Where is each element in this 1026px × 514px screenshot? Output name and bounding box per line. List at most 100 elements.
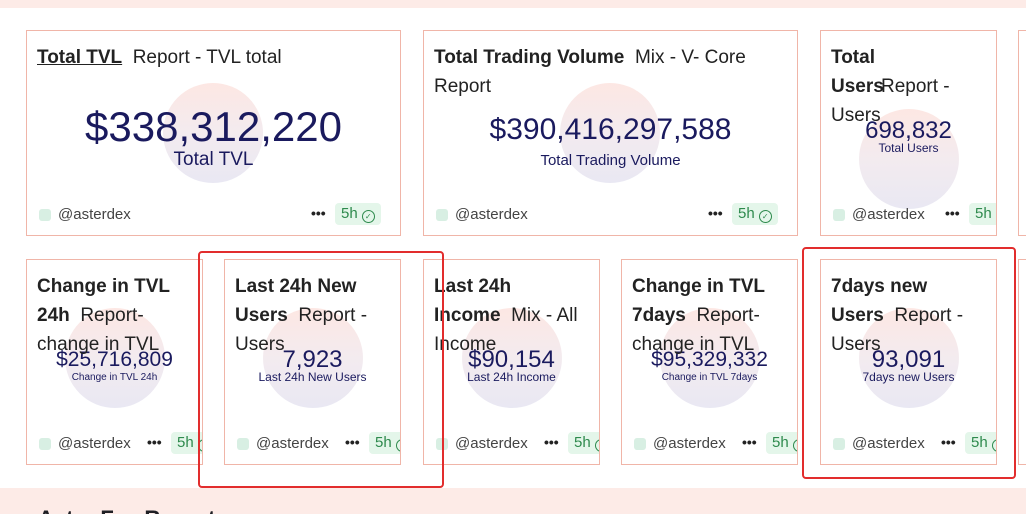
card-circle	[65, 308, 165, 408]
card-last-24h-income[interactable]: Last 24h Income Mix - All Income $90,154…	[423, 259, 600, 465]
creator-avatar	[436, 209, 448, 221]
creator-avatar	[436, 438, 448, 450]
card-footer: @asterdex ••• 5h✓	[634, 432, 797, 456]
card-footer: @asterdex ••• 5h✓	[833, 432, 996, 456]
card-value: $95,329,332	[651, 348, 768, 371]
creator-handle[interactable]: @asterdex	[852, 435, 925, 452]
card-total-trading-volume[interactable]: Total Trading Volume Mix - V- Core Repor…	[423, 30, 798, 236]
refresh-badge-label: 5h	[772, 434, 789, 451]
creator-avatar	[39, 438, 51, 450]
card-title-main[interactable]: Total TVL	[37, 47, 123, 68]
card-title: Change in TVL 7days Report- change in TV…	[632, 272, 789, 359]
check-circle-icon: ✓	[197, 439, 202, 452]
more-options-icon[interactable]: •••	[945, 205, 960, 221]
card-title-sub: Report- change in TVL	[37, 305, 160, 355]
card-title-main[interactable]: Total Users	[831, 47, 884, 97]
creator-handle[interactable]: @asterdex	[852, 206, 925, 223]
card-change-tvl-7days[interactable]: Change in TVL 7days Report- change in TV…	[621, 259, 798, 465]
card-caption: Total TVL	[173, 149, 254, 170]
card-title-sub: Mix - All Income	[434, 305, 578, 355]
card-change-tvl-24h[interactable]: Change in TVL 24h Report- change in TVL …	[26, 259, 203, 465]
card-title-main[interactable]: Total Trading Volume	[434, 47, 625, 68]
card-title-main[interactable]: 7days new Users	[831, 276, 928, 326]
card-caption: Change in TVL 7days	[661, 372, 758, 383]
more-options-icon[interactable]: •••	[311, 205, 326, 221]
refresh-badge: 5h✓	[171, 432, 202, 454]
check-circle-icon: ✓	[995, 210, 996, 223]
card-title: Total UsersReport - Users	[831, 43, 988, 130]
card-value: 698,832	[865, 117, 952, 144]
card-footer: @asterdex ••• 5h✓	[237, 432, 400, 456]
card-title: Last 24h New Users Report - Users	[235, 272, 392, 359]
card-circle	[560, 83, 660, 183]
card-total-users[interactable]: Total UsersReport - Users 698,832 Total …	[820, 30, 997, 236]
card-title-main[interactable]: Last 24h New Users	[235, 276, 357, 326]
card-title-sub: Report- change in TVL	[632, 305, 760, 355]
card-caption: Total Users	[878, 141, 939, 155]
card-title: 7days new Users Report - Users	[831, 272, 988, 359]
creator-avatar	[833, 438, 845, 450]
creator-avatar	[634, 438, 646, 450]
refresh-badge: 5h✓	[969, 203, 996, 225]
card-value: 93,091	[871, 346, 946, 373]
check-circle-icon: ✓	[395, 439, 400, 452]
creator-handle[interactable]: @asterdex	[653, 435, 726, 452]
creator-handle[interactable]: @asterdex	[58, 435, 131, 452]
creator-avatar	[833, 209, 845, 221]
card-value: $25,716,809	[56, 348, 173, 371]
more-options-icon[interactable]: •••	[544, 434, 559, 450]
more-options-icon[interactable]: •••	[147, 434, 162, 450]
refresh-badge-label: 5h	[574, 434, 591, 451]
card-footer: @asterdex ••• 5h✓	[39, 203, 394, 227]
card-value: $90,154	[468, 346, 555, 373]
card-circle	[660, 308, 760, 408]
card-caption: 7days new Users	[862, 370, 955, 384]
card-circle	[163, 83, 263, 183]
check-circle-icon: ✓	[594, 439, 599, 452]
card-7days-new-users[interactable]: 7days new Users Report - Users 93,091 7d…	[820, 259, 997, 465]
more-options-icon[interactable]: •••	[941, 434, 956, 450]
top-section-band	[0, 0, 1026, 8]
card-value: 7,923	[282, 346, 343, 373]
card-title-sub: Mix - V- Core Report	[434, 47, 746, 97]
check-circle-icon: ✓	[758, 210, 772, 223]
card-title-main[interactable]: Change in TVL 24h	[37, 276, 170, 326]
card-caption: Total Trading Volume	[540, 152, 681, 169]
card-value: $390,416,297,588	[489, 113, 732, 146]
refresh-badge-label: 5h	[975, 205, 992, 222]
refresh-badge-label: 5h	[738, 205, 755, 222]
check-circle-icon: ✓	[792, 439, 797, 452]
card-footer: @asterdex ••• 5h✓	[833, 203, 996, 227]
creator-handle[interactable]: @asterdex	[256, 435, 329, 452]
more-options-icon[interactable]: •••	[345, 434, 360, 450]
creator-handle[interactable]: @asterdex	[455, 206, 528, 223]
refresh-badge-label: 5h	[177, 434, 194, 451]
card-title-sub: Report - TVL total	[132, 47, 282, 68]
check-circle-icon: ✓	[991, 439, 996, 452]
card-value: $338,312,220	[85, 103, 342, 150]
creator-handle[interactable]: @asterdex	[455, 435, 528, 452]
refresh-badge-label: 5h	[341, 205, 358, 222]
card-title: Change in TVL 24h Report- change in TVL	[37, 272, 194, 359]
creator-avatar	[237, 438, 249, 450]
creator-handle[interactable]: @asterdex	[58, 206, 131, 223]
card-title: Total Trading Volume Mix - V- Core Repor…	[434, 43, 789, 101]
card-caption: Last 24h New Users	[258, 370, 367, 384]
card-last-24h-new-users[interactable]: Last 24h New Users Report - Users 7,923 …	[224, 259, 401, 465]
creator-avatar	[39, 209, 51, 221]
card-circle	[859, 308, 959, 408]
card-title-sub: Report - Users	[831, 76, 950, 126]
card-circle	[859, 109, 959, 209]
card-title-main[interactable]: Last 24h Income	[434, 276, 512, 326]
card-title: Total TVL Report - TVL total	[37, 43, 392, 72]
more-options-icon[interactable]: •••	[708, 205, 723, 221]
card-offscreen-edge	[1018, 30, 1026, 236]
refresh-badge: 5h✓	[965, 432, 996, 454]
card-title-main[interactable]: Change in TVL 7days	[632, 276, 765, 326]
refresh-badge: 5h✓	[766, 432, 797, 454]
card-title: Last 24h Income Mix - All Income	[434, 272, 591, 359]
more-options-icon[interactable]: •••	[742, 434, 757, 450]
refresh-badge: 5h✓	[568, 432, 599, 454]
card-total-tvl[interactable]: Total TVL Report - TVL total $338,312,22…	[26, 30, 401, 236]
refresh-badge-label: 5h	[971, 434, 988, 451]
